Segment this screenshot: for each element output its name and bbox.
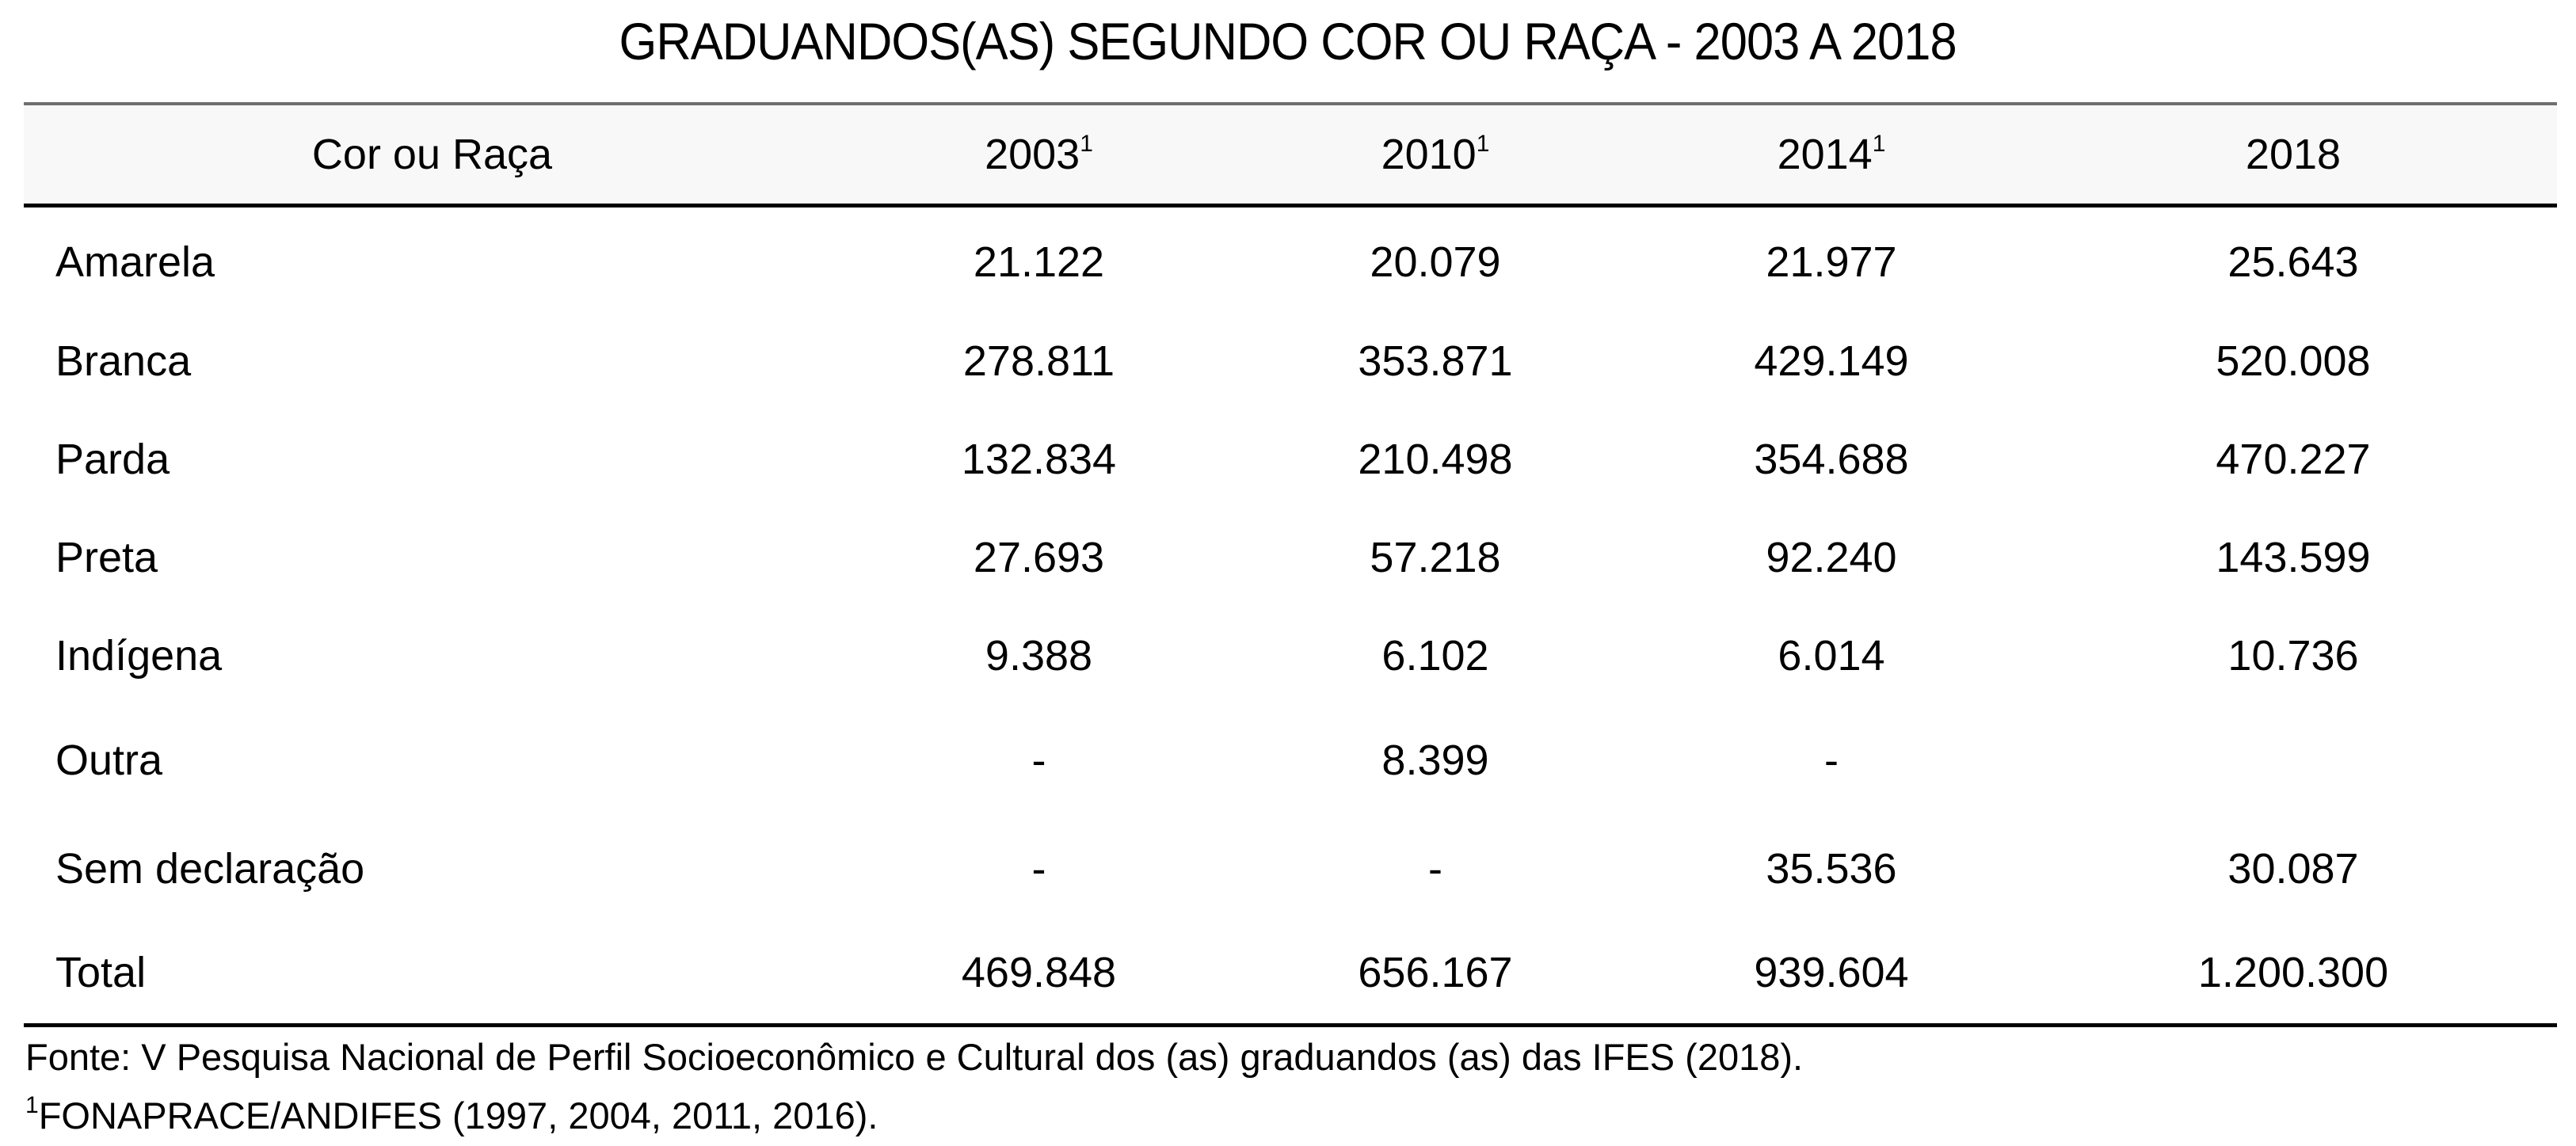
table-footer: Fonte: V Pesquisa Nacional de Perfil Soc…	[25, 1028, 1803, 1145]
cell-2018: 520.008	[2216, 337, 2371, 385]
row-label: Outra	[55, 737, 163, 784]
table-row-sem-declaracao: Sem declaração - - 35.536 30.087	[24, 816, 2557, 922]
cell-2014: 6.014	[1778, 632, 1885, 680]
cell-2010: 6.102	[1381, 632, 1489, 680]
cell-2003: -	[1031, 737, 1046, 784]
cell-2018: 10.736	[2227, 632, 2359, 680]
cell-2014: 21.977	[1766, 238, 1897, 286]
row-label: Amarela	[55, 238, 215, 286]
cell-2010: 8.399	[1381, 737, 1489, 784]
table-row-total: Total 469.848 656.167 939.604 1.200.300	[24, 922, 2557, 1026]
row-label: Preta	[55, 534, 158, 581]
header-2014: 20141	[1633, 104, 2029, 206]
header-year: 2010	[1381, 131, 1477, 178]
row-label: Parda	[55, 436, 170, 483]
cell-2010: 57.218	[1370, 534, 1501, 581]
row-label: Total	[55, 949, 147, 996]
footnote-marker: 1	[1476, 131, 1490, 157]
cell-2018	[2029, 705, 2557, 816]
cell-2018: 143.599	[2216, 534, 2371, 581]
cell-2003: 21.122	[973, 238, 1105, 286]
cell-2018: 470.227	[2216, 436, 2371, 483]
table-row-amarela: Amarela 21.122 20.079 21.977 25.643	[24, 206, 2557, 313]
header-year: 2014	[1777, 131, 1873, 178]
cell-2003: 27.693	[973, 534, 1105, 581]
cell-2010: 656.167	[1358, 949, 1513, 996]
cell-2010: 210.498	[1358, 436, 1513, 483]
cell-2014: 35.536	[1766, 845, 1897, 893]
header-2010: 20101	[1237, 104, 1633, 206]
table-title: GRADUANDOS(AS) SEGUNDO COR OU RAÇA - 200…	[0, 6, 2576, 76]
footnote-marker: 1	[25, 1092, 39, 1118]
cell-2010: 353.871	[1358, 337, 1513, 385]
cell-2010: -	[1428, 845, 1442, 893]
row-label: Indígena	[55, 632, 223, 680]
header-row: Cor ou Raça 20031 20101 20141 2018	[24, 104, 2557, 206]
row-label: Sem declaração	[55, 845, 365, 893]
header-year: 2018	[2245, 131, 2342, 178]
cell-2018: 30.087	[2227, 845, 2359, 893]
cell-2014: 92.240	[1766, 534, 1897, 581]
table-row-branca: Branca 278.811 353.871 429.149 520.008	[24, 312, 2557, 410]
table-row-preta: Preta 27.693 57.218 92.240 143.599	[24, 508, 2557, 607]
cell-2014: 939.604	[1754, 949, 1909, 996]
footnote-text: FONAPRACE/ANDIFES (1997, 2004, 2011, 201…	[38, 1095, 878, 1136]
cell-2003: -	[1031, 845, 1046, 893]
cell-2003: 469.848	[961, 949, 1117, 996]
cell-2003: 132.834	[961, 436, 1117, 483]
footnote: 1FONAPRACE/ANDIFES (1997, 2004, 2011, 20…	[25, 1087, 1803, 1145]
table-row-indigena: Indígena 9.388 6.102 6.014 10.736	[24, 607, 2557, 705]
table-header: Cor ou Raça 20031 20101 20141 2018	[24, 104, 2557, 206]
table-row-outra: Outra - 8.399 -	[24, 705, 2557, 816]
header-2018: 2018	[2029, 104, 2557, 206]
header-label: Cor ou Raça	[311, 131, 553, 178]
cell-2018: 1.200.300	[2197, 949, 2389, 996]
graduates-by-race-table: Cor ou Raça 20031 20101 20141 2018 Amare…	[24, 102, 2557, 1027]
table-title-text: GRADUANDOS(AS) SEGUNDO COR OU RAÇA - 200…	[619, 12, 1957, 70]
cell-2014: 354.688	[1754, 436, 1909, 483]
source-note: Fonte: V Pesquisa Nacional de Perfil Soc…	[25, 1036, 1804, 1078]
table-row-parda: Parda 132.834 210.498 354.688 470.227	[24, 410, 2557, 508]
cell-2018: 25.643	[2227, 238, 2359, 286]
footnote-marker: 1	[1872, 131, 1886, 157]
cell-2010: 20.079	[1370, 238, 1501, 286]
header-cor-ou-raca: Cor ou Raça	[24, 104, 840, 206]
row-label: Branca	[55, 337, 192, 385]
cell-2014: -	[1824, 737, 1839, 784]
cell-2014: 429.149	[1754, 337, 1909, 385]
header-2003: 20031	[840, 104, 1237, 206]
data-table-container: Cor ou Raça 20031 20101 20141 2018 Amare…	[24, 102, 2557, 1027]
cell-2003: 9.388	[985, 632, 1093, 680]
header-year: 2003	[985, 131, 1080, 178]
footnote-marker: 1	[1080, 131, 1093, 157]
cell-2003: 278.811	[962, 337, 1115, 385]
table-body: Amarela 21.122 20.079 21.977 25.643 Bran…	[24, 206, 2557, 1026]
